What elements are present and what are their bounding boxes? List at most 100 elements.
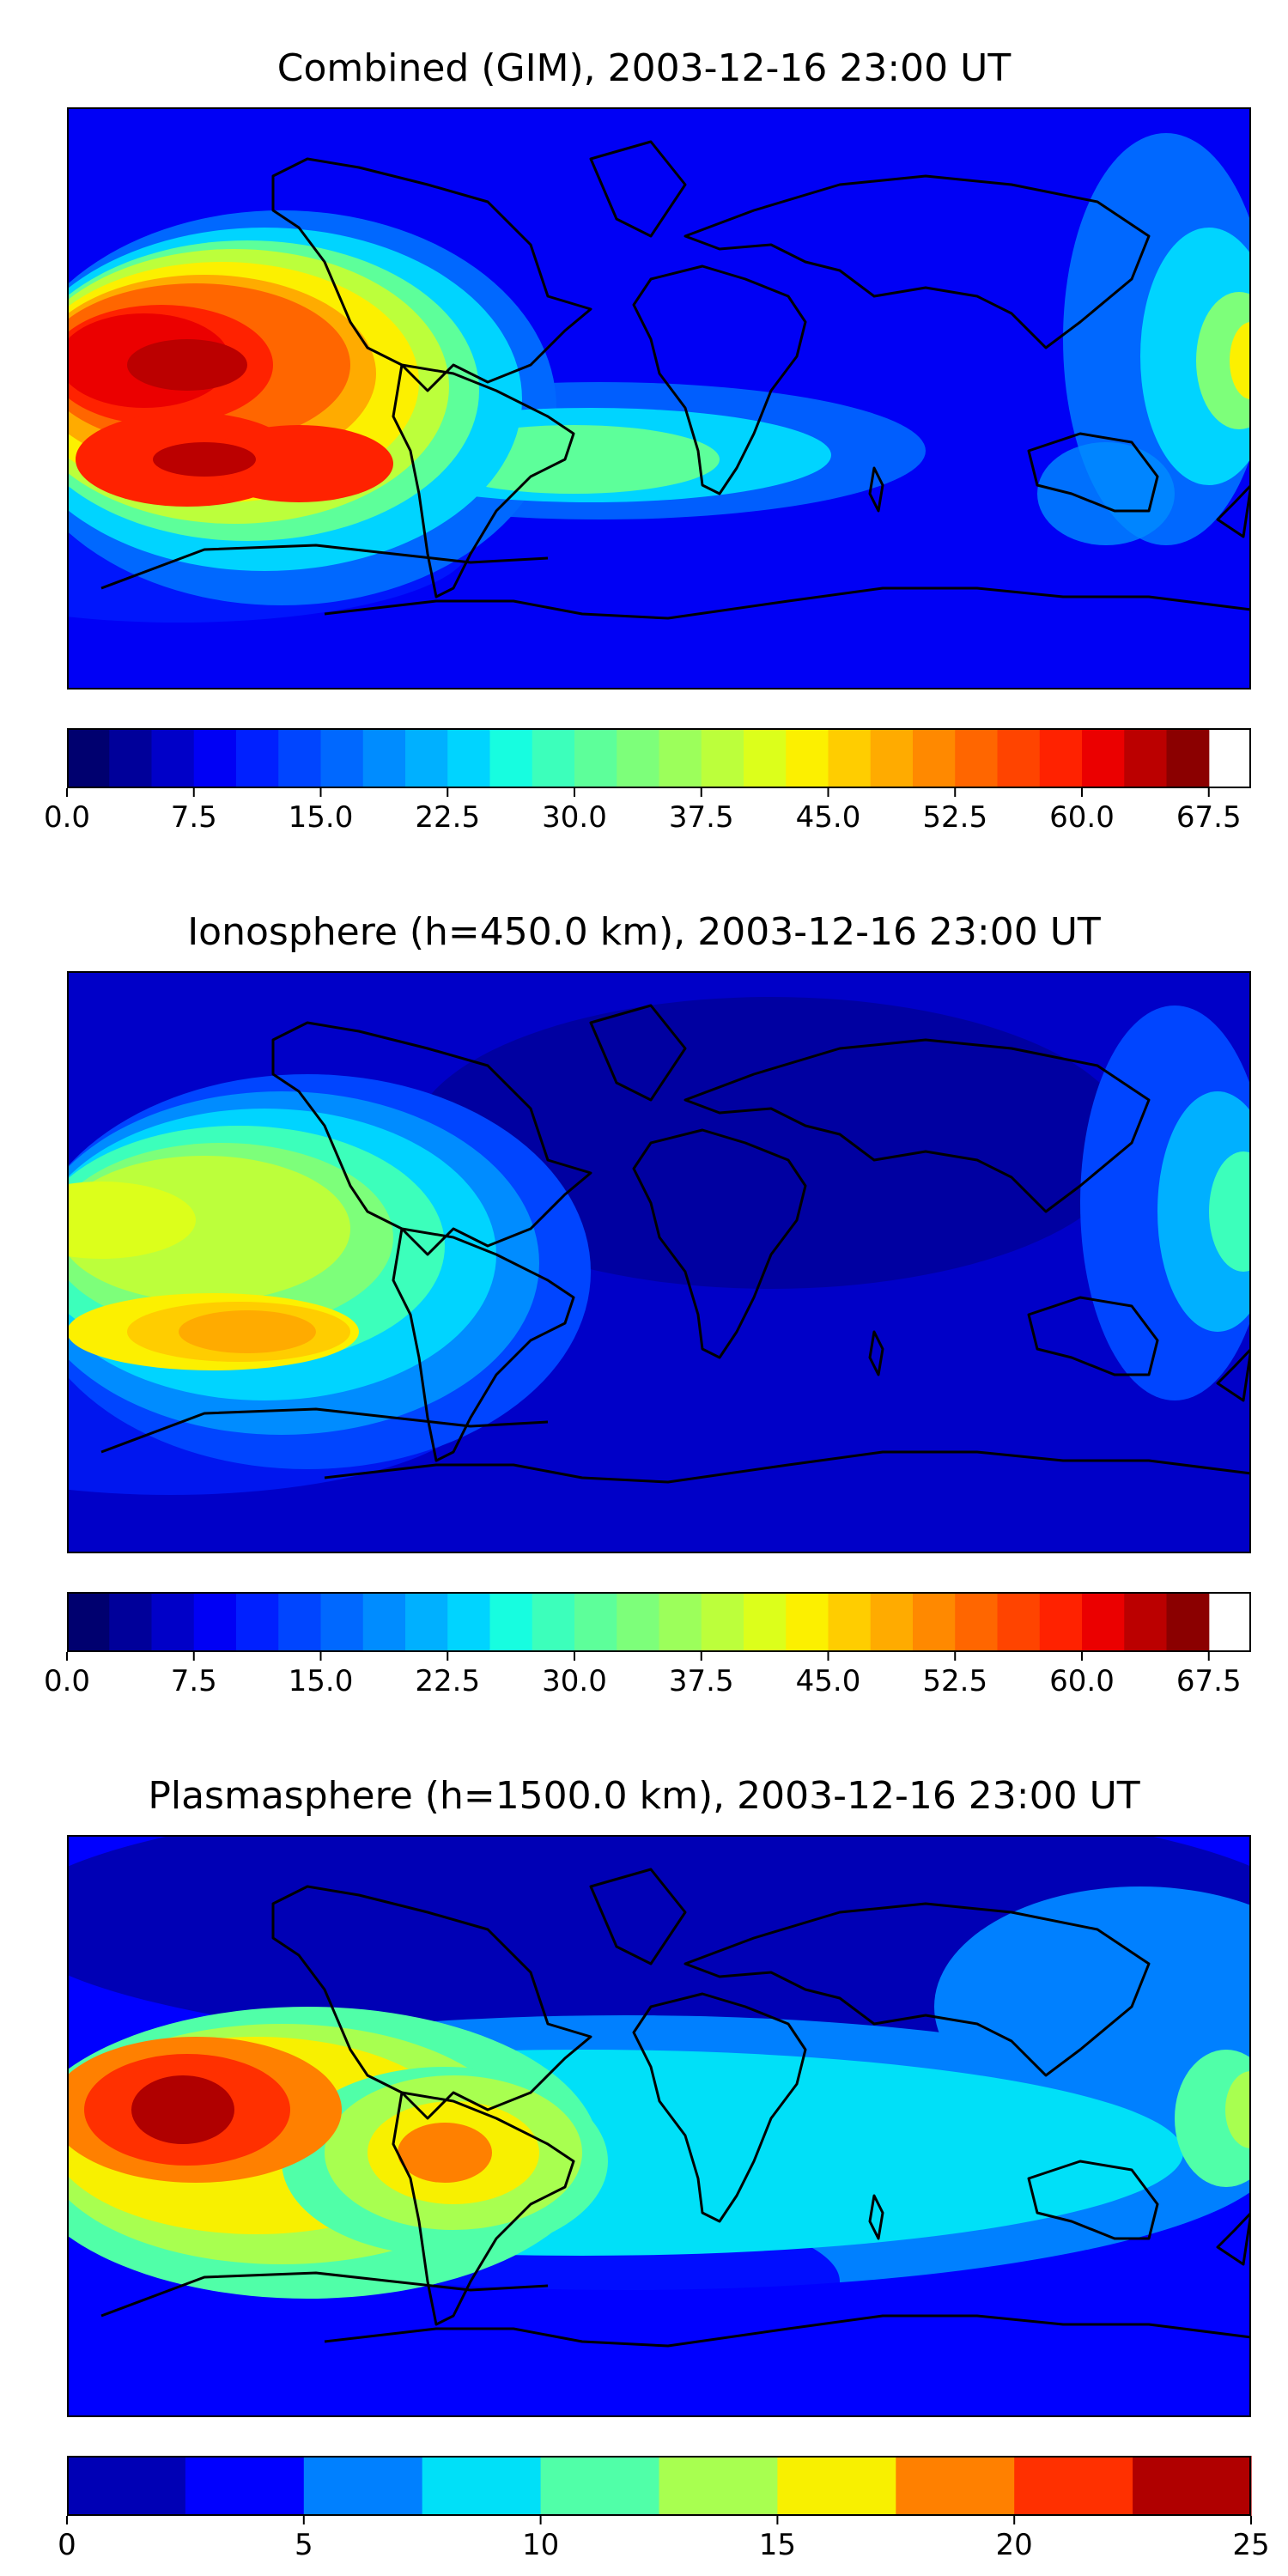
- colorbar-segment: [955, 1592, 999, 1652]
- coastline: [100, 544, 549, 590]
- colorbar-tick-label: 60.0: [1049, 1664, 1115, 1698]
- contour-level-19: [179, 1310, 316, 1353]
- panel-3-colorbar: [66, 2456, 1252, 2524]
- contour-level-13: [1196, 292, 1251, 429]
- coastline: [868, 1330, 884, 1376]
- coastline: [392, 1227, 575, 1462]
- colorbar-segment: [1166, 728, 1210, 788]
- coastline: [392, 2091, 575, 2326]
- colorbar-segment: [913, 728, 956, 788]
- coastline: [1027, 2160, 1159, 2240]
- colorbar-segment: [1124, 728, 1168, 788]
- panel-1-title: Combined (GIM), 2003-12-16 23:00 UT: [276, 46, 1012, 90]
- colorbar-tick-label: 37.5: [668, 800, 734, 835]
- colorbar-segment: [574, 728, 617, 788]
- colorbar-segment: [422, 2456, 542, 2516]
- coastline: [683, 174, 1151, 349]
- colorbar-tick-label: 45.0: [795, 1664, 861, 1698]
- colorbar-tick-label: 7.5: [170, 1664, 217, 1698]
- colorbar-segment: [828, 728, 872, 788]
- colorbar-segment: [617, 728, 660, 788]
- contour-level-8: [1157, 1091, 1251, 1332]
- colorbar-segment: [913, 1592, 956, 1652]
- colorbar-tick-label: 20: [995, 2528, 1033, 2562]
- coastline: [589, 1004, 687, 1102]
- colorbar-segment: [278, 1592, 322, 1652]
- coastline: [589, 1868, 687, 1965]
- colorbar-segment: [1039, 728, 1083, 788]
- coastline: [324, 2314, 1251, 2348]
- colorbar-segment: [659, 728, 702, 788]
- panel-1-colorbar: [66, 728, 1251, 797]
- colorbar-segment: [109, 728, 153, 788]
- colorbar-segment: [447, 1592, 491, 1652]
- map-frame: [67, 971, 1251, 1553]
- colorbar-segment: [193, 1592, 237, 1652]
- colorbar-segment: [185, 2456, 305, 2516]
- colorbar-tick-label: 15.0: [288, 800, 354, 835]
- colorbar-segment: [574, 1592, 617, 1652]
- colorbar-frame: [67, 728, 1251, 788]
- coastline: [324, 1450, 1251, 1484]
- contour-level-11: [1209, 1151, 1251, 1272]
- colorbar-tick-label: 10: [521, 2528, 560, 2562]
- coastline: [1216, 1347, 1251, 1402]
- colorbar-segment: [67, 728, 110, 788]
- colorbar-segment: [109, 1592, 153, 1652]
- colorbar-segment: [870, 1592, 914, 1652]
- colorbar-segment: [659, 1592, 702, 1652]
- coastline: [589, 140, 687, 238]
- colorbar-tick-label: 15.0: [288, 1664, 354, 1698]
- contour-level-1: [410, 997, 1132, 1289]
- colorbar-segment: [870, 728, 914, 788]
- coastline: [1216, 483, 1251, 538]
- colorbar-tick-label: 22.5: [415, 800, 481, 835]
- colorbar-segment: [701, 1592, 744, 1652]
- colorbar-segment: [1014, 2456, 1133, 2516]
- coastline: [271, 1885, 592, 2120]
- colorbar-tick-label: 0.0: [43, 800, 91, 835]
- contour-level-2: [934, 1886, 1251, 2127]
- colorbar-tick-label: 67.5: [1176, 1664, 1242, 1698]
- contour-level-7: [1037, 442, 1175, 545]
- colorbar-segment: [955, 728, 999, 788]
- colorbar-segment: [744, 728, 787, 788]
- contour-level-23: [204, 425, 393, 502]
- colorbar-tick-label: 37.5: [668, 1664, 734, 1698]
- colorbar-segment: [236, 728, 279, 788]
- colorbar-tick-label: 5: [294, 2528, 313, 2562]
- colorbar-segment: [1166, 1592, 1210, 1652]
- colorbar-segment: [303, 2456, 423, 2516]
- colorbar-tick-label: 45.0: [795, 800, 861, 835]
- colorbar-segment: [1082, 1592, 1125, 1652]
- panel-1-map: [67, 107, 1251, 690]
- colorbar-tick-label: 30.0: [542, 800, 607, 835]
- colorbar-tick-label: 52.5: [922, 1664, 988, 1698]
- contour-level-9: [131, 2075, 234, 2144]
- map-frame: [67, 1835, 1251, 2417]
- colorbar-segment: [151, 728, 195, 788]
- colorbar-segment: [786, 728, 829, 788]
- coastline: [392, 363, 575, 598]
- coastline: [1027, 432, 1159, 513]
- coastline: [100, 2271, 549, 2318]
- colorbar-segment: [701, 728, 744, 788]
- colorbar-segment: [1124, 1592, 1168, 1652]
- colorbar-segment: [997, 1592, 1041, 1652]
- colorbar-segment: [1133, 2456, 1252, 2516]
- colorbar-segment: [659, 2456, 778, 2516]
- colorbar-segment: [151, 1592, 195, 1652]
- panel-3-title: Plasmasphere (h=1500.0 km), 2003-12-16 2…: [148, 1774, 1140, 1818]
- colorbar-segment: [405, 728, 448, 788]
- colorbar-tick-label: 30.0: [542, 1664, 607, 1698]
- coastline: [868, 2194, 884, 2240]
- colorbar-segment: [617, 1592, 660, 1652]
- colorbar-tick-label: 60.0: [1049, 800, 1115, 835]
- colorbar-tick-label: 25: [1232, 2528, 1270, 2562]
- colorbar-tick-label: 52.5: [922, 800, 988, 835]
- panel-3-map: [67, 1835, 1251, 2417]
- colorbar-segment: [193, 728, 237, 788]
- coastline: [632, 264, 807, 495]
- colorbar-tick-label: 7.5: [170, 800, 217, 835]
- colorbar-segment: [997, 728, 1041, 788]
